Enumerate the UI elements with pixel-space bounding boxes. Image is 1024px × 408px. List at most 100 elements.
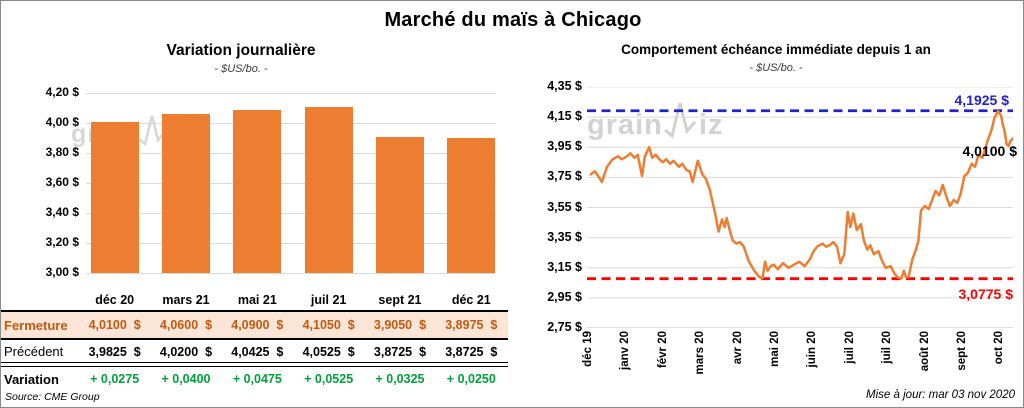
variation-value: + 0,0400 [161,372,211,386]
table-divider [1,310,508,312]
previous-value: 4,0525 $ [302,344,355,359]
close-value: 4,1050 $ [302,318,355,332]
price-line [589,109,1013,280]
x-tick-label: janv 20 [619,331,632,370]
table-row-previous: Précédent 3,9825 $ 4,0200 $ 4,0425 $ 4,0525 … [1,340,508,363]
y-tick-label: 3,20 $ [45,235,79,249]
page-title: Marché du maïs à Chicago [384,9,642,31]
gridline [86,123,496,124]
bar [447,138,496,273]
bar-chart-title: Variation journalière [166,42,316,59]
bar-slot [364,93,435,273]
last-value-label: 4,0100 $ [962,143,1018,159]
bar [375,137,424,273]
x-tick-label: août 20 [918,331,931,372]
gridline [86,273,496,274]
bar [161,114,210,273]
bar-slot [150,93,221,273]
close-value: 3,9050 $ [373,318,427,332]
x-tick-label: mars 20 [694,331,707,375]
bar-chart-plot-area [86,93,496,274]
x-tick-label: févr 20 [656,331,669,369]
table-header-row: déc 20 mars 21 mai 21 juil 21 sept 21 déc 21 [1,290,508,310]
previous-value: 3,8725 $ [373,344,427,359]
y-tick-label: 3,75 $ [547,169,582,184]
variation-value: + 0,0475 [232,372,282,386]
bar-slot [293,93,364,273]
gridline [86,243,496,244]
variation-value: + 0,0325 [375,372,425,386]
previous-value: 3,9825 $ [88,344,141,359]
variation-value: + 0,0250 [446,372,496,386]
max-value-label: 4,1925 $ [954,91,1010,108]
table-row-close: Fermeture 4,0100 $ 4,0600 $ 4,0900 $ 4,1050 … [1,312,508,338]
previous-value: 3,8725 $ [445,344,498,359]
gridline [86,153,496,154]
close-value: 4,0600 $ [159,318,213,332]
line-spike-icon [663,102,697,139]
gridline [86,213,496,214]
x-tick-label: sept 20 [956,331,968,371]
column-header: mai 21 [237,293,277,307]
gridline [86,183,496,184]
y-tick-label: 4,15 $ [547,109,582,124]
gridline [86,93,496,94]
source-note: Source: CME Group [5,391,100,403]
y-tick-label: 3,55 $ [547,199,582,214]
y-tick-label: 4,35 $ [547,79,582,93]
x-tick-label: juin 20 [806,331,819,368]
y-tick-label: 2,95 $ [547,289,582,304]
y-tick-label: 3,40 $ [45,205,79,219]
row-label: Précédent [4,344,64,359]
bar-slot [436,93,507,273]
x-tick-label: oct 20 [993,331,1006,365]
row-label: Variation [4,371,59,387]
column-header: déc 20 [95,293,135,307]
table-double-divider [1,362,508,367]
bar-chart-bars [79,93,507,273]
min-value-label: 3,0775 $ [958,285,1014,302]
row-cells: 3,9825 $ 4,0200 $ 4,0425 $ 4,0525 $ 3,8725 $… [79,340,507,363]
previous-value: 4,0200 $ [159,344,213,359]
line-chart-title: Comportement échéance immédiate depuis 1… [621,42,931,57]
bar [304,107,353,273]
bar-chart-units: - $US/bo. - [214,63,268,75]
x-tick-label: déc 19 [582,331,594,367]
row-label: Fermeture [4,317,68,333]
bar [90,121,139,273]
variation-value: + 0,0525 [304,372,354,386]
bar-slot [79,93,150,273]
watermark-text-grain: grain [587,109,663,141]
line-spike-icon [138,115,167,147]
y-tick-label: 3,80 $ [45,145,79,159]
column-header: déc 21 [451,293,491,307]
line-chart-svg [587,87,1013,328]
table-row-variation: Variation + 0,0275 + 0,0400 + 0,0475 + 0,052… [1,368,508,390]
y-tick-label: 3,35 $ [547,229,582,244]
y-tick-label: 3,95 $ [547,139,582,154]
column-header: sept 21 [378,293,422,307]
y-tick-label: 4,20 $ [45,85,79,99]
close-value: 3,8975 $ [445,318,498,332]
line-chart-units: - $US/bo. - [749,62,803,74]
row-cells: + 0,0275 + 0,0400 + 0,0475 + 0,0525 + 0,0325… [79,368,507,390]
x-tick-label: mai 20 [769,331,781,367]
y-tick-label: 3,60 $ [45,175,79,189]
column-header: mars 21 [162,293,210,307]
x-tick-label: avr 20 [731,331,744,365]
bar-slot [222,93,293,273]
updated-note: Mise à jour: mar 03 nov 2020 [866,389,1015,401]
bar [233,109,282,273]
y-tick-label: 2,75 $ [547,320,582,334]
x-tick-label: juil 20 [843,331,856,364]
y-tick-label: 3,15 $ [547,259,582,274]
previous-value: 4,0425 $ [231,344,284,359]
table-divider [1,338,508,340]
row-cells: 4,0100 $ 4,0600 $ 4,0900 $ 4,1050 $ 3,9050 $… [79,312,507,338]
table-header-cells: déc 20 mars 21 mai 21 juil 21 sept 21 déc 21 [79,290,507,310]
line-chart-plot-area [587,87,1013,328]
x-tick-label: juil 20 [881,331,894,364]
column-header: juil 21 [310,293,347,307]
y-tick-label: 4,00 $ [45,115,79,129]
